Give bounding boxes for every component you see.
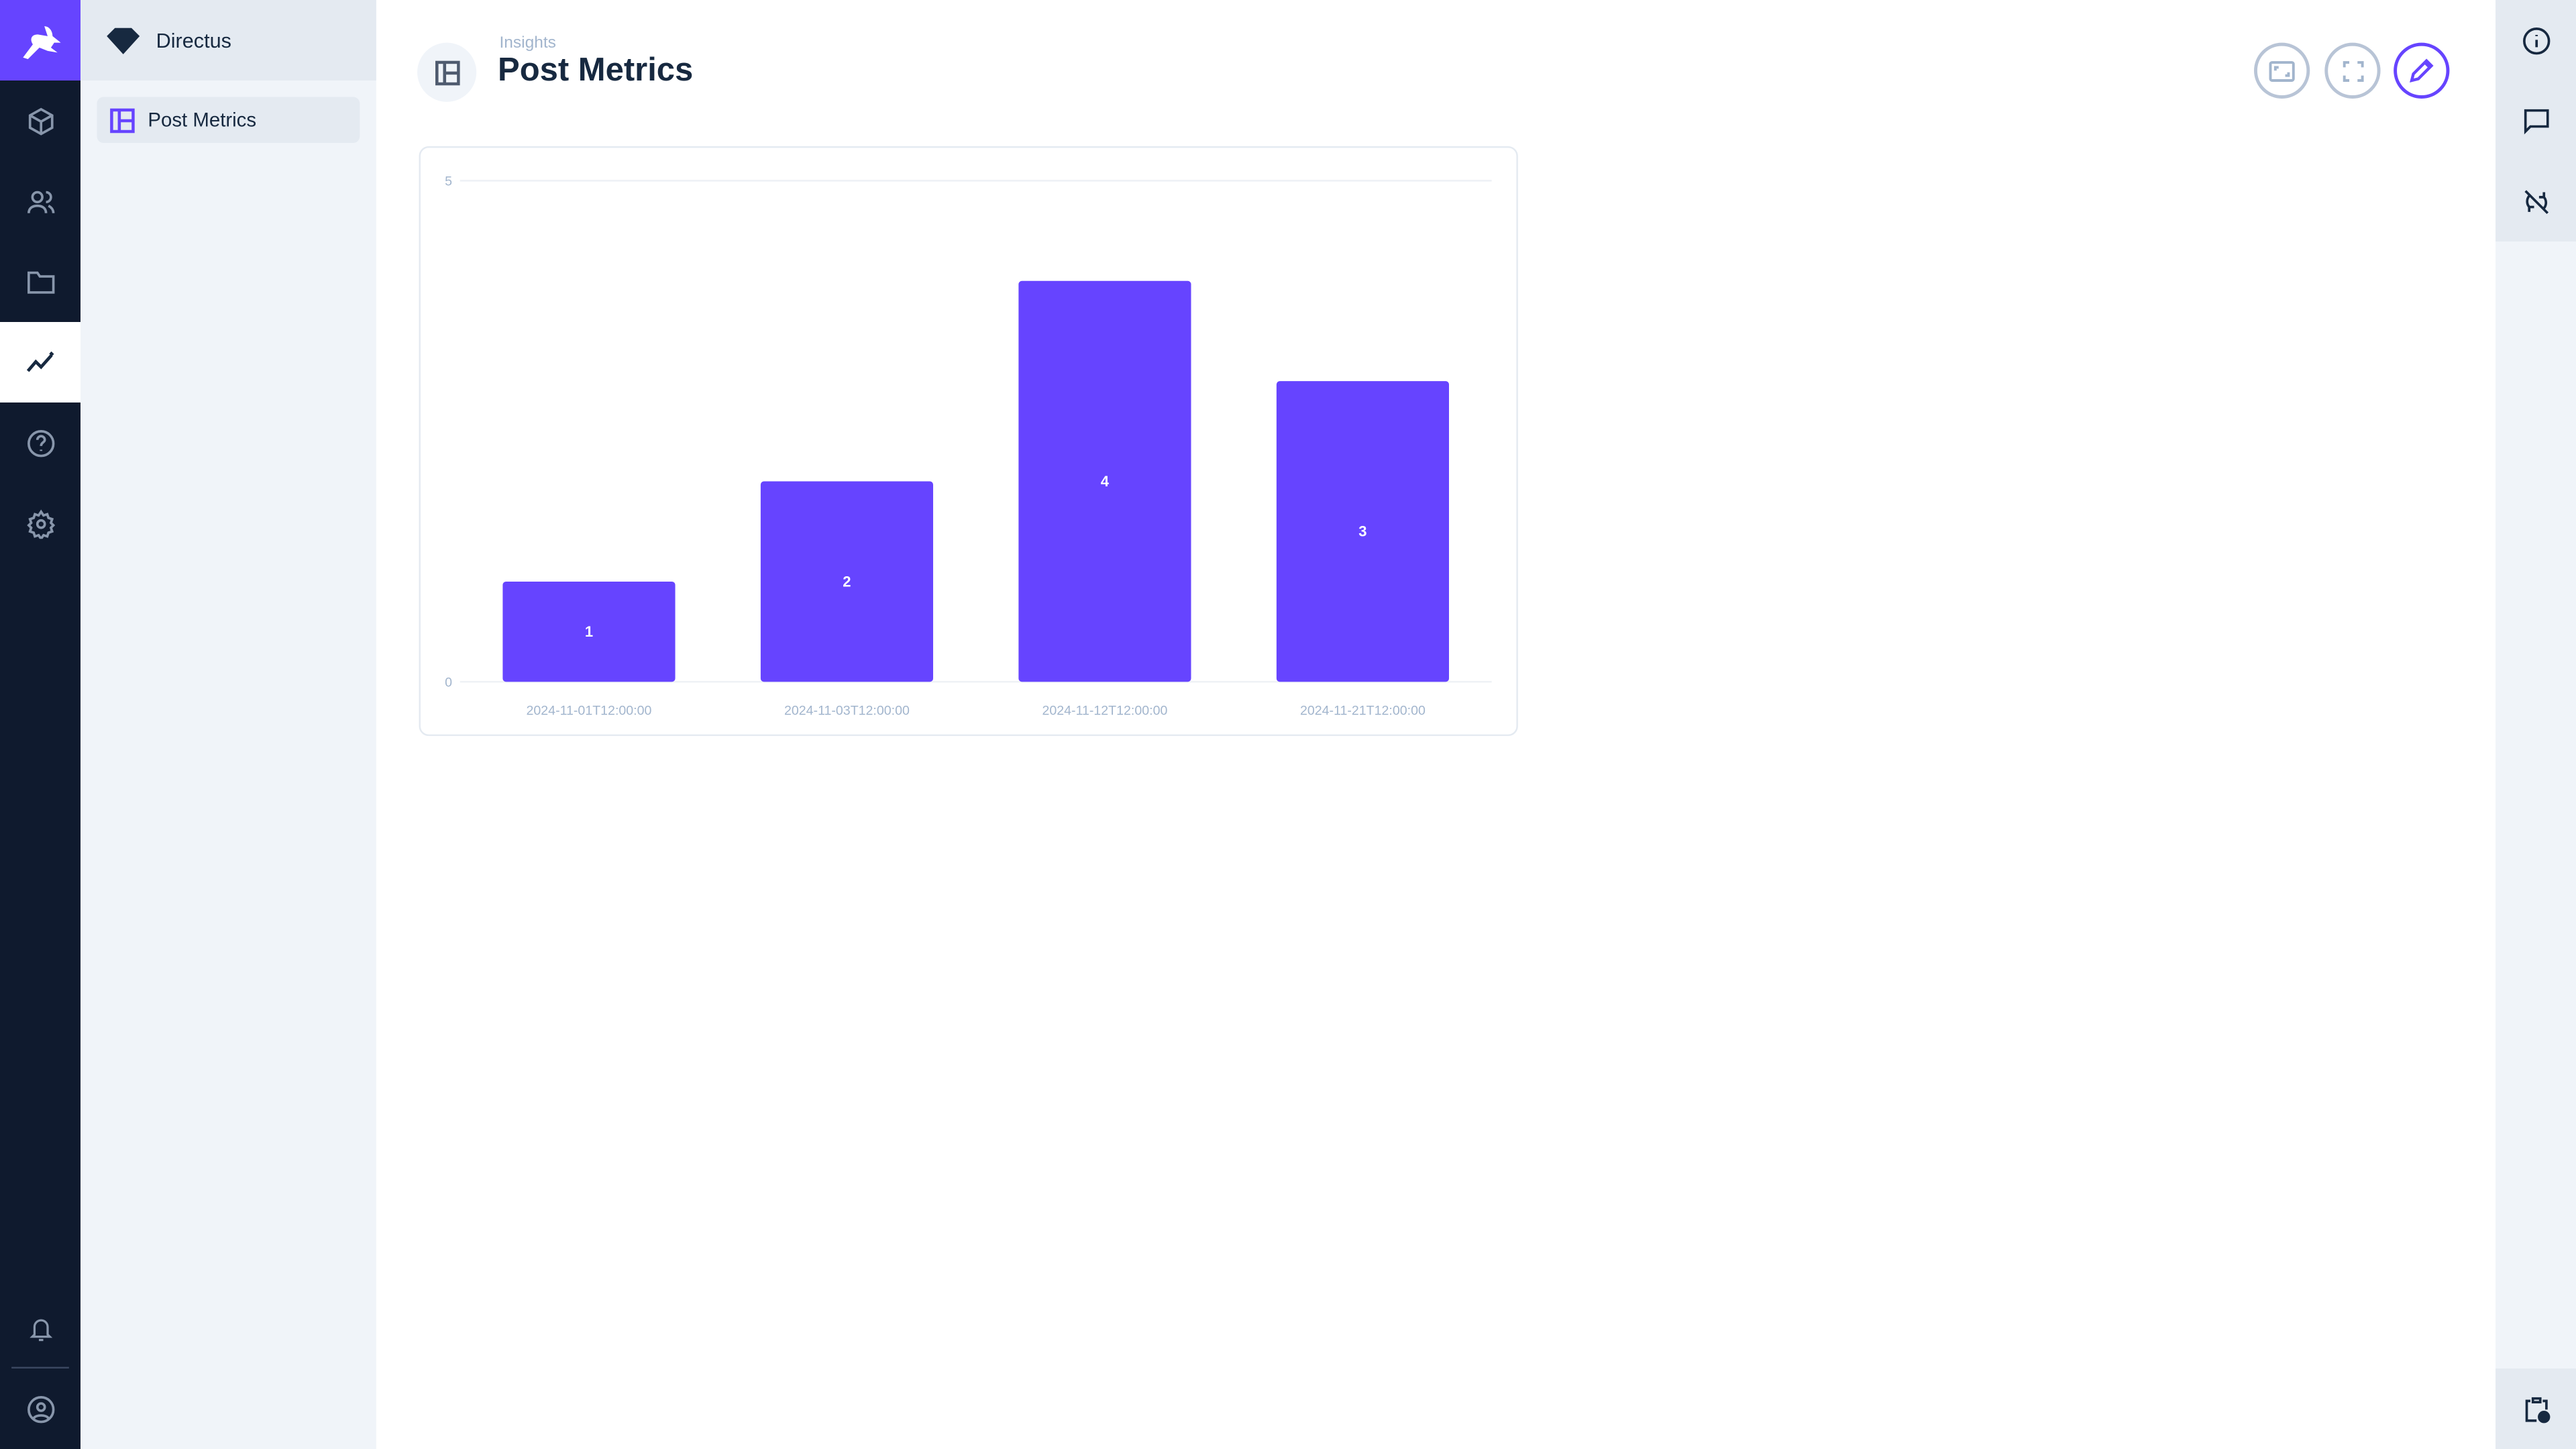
comments-button[interactable] xyxy=(2496,80,2576,161)
users-icon xyxy=(26,190,54,213)
pencil-icon xyxy=(2410,58,2434,83)
header-icon xyxy=(417,42,477,102)
bar-data-label: 2 xyxy=(843,573,851,590)
navigation-panel: Directus Post Metrics xyxy=(80,0,376,1449)
info-icon xyxy=(2522,26,2550,54)
module-bar xyxy=(0,0,81,1449)
activity-button[interactable] xyxy=(2496,1368,2576,1449)
help-icon xyxy=(26,429,54,457)
x-tick-label: 2024-11-01T12:00:00 xyxy=(527,703,652,718)
auto-refresh-button[interactable] xyxy=(2496,161,2576,241)
sidebar-actions xyxy=(2496,0,2576,242)
directus-logo[interactable] xyxy=(0,0,81,81)
y-tick-label: 0 xyxy=(445,676,452,690)
x-tick-label: 2024-11-03T12:00:00 xyxy=(784,703,910,718)
nav-settings[interactable] xyxy=(0,483,80,564)
divider xyxy=(11,1366,69,1369)
info-button[interactable] xyxy=(2496,0,2576,80)
fullscreen-button[interactable] xyxy=(2324,42,2381,99)
cube-icon xyxy=(28,107,53,135)
chart-panel[interactable]: 0 5 1 2024-11-01T12:00:00 2 2024-11-03T12:00:… xyxy=(419,146,1518,737)
comment-icon xyxy=(2523,108,2548,134)
nav-content[interactable] xyxy=(0,80,80,161)
sync-disabled-icon xyxy=(2524,189,2548,213)
clipboard-clock-icon xyxy=(2524,1396,2550,1423)
bar xyxy=(502,581,676,682)
bar-data-label: 1 xyxy=(585,623,593,640)
nav-help[interactable] xyxy=(0,402,80,483)
project-header[interactable]: Directus xyxy=(80,0,376,81)
bell-icon xyxy=(28,1318,52,1340)
folder-icon xyxy=(26,270,54,293)
bar-data-label: 4 xyxy=(1101,473,1110,490)
bar-data-label: 3 xyxy=(1358,523,1366,540)
dashboard-item-label: Post Metrics xyxy=(148,108,257,131)
account-circle-icon xyxy=(26,1395,54,1423)
fullscreen-icon xyxy=(2342,60,2363,81)
nav-insights[interactable] xyxy=(0,322,81,403)
y-tick-label: 5 xyxy=(445,174,452,189)
bar xyxy=(760,481,934,682)
gear-icon xyxy=(26,508,54,539)
notifications-button[interactable] xyxy=(0,1288,80,1368)
rabbit-logo-icon xyxy=(22,25,60,58)
breadcrumb[interactable]: Insights xyxy=(499,34,556,53)
project-logo-icon xyxy=(107,27,140,54)
bar xyxy=(1276,381,1450,682)
nav-users[interactable] xyxy=(0,161,80,241)
fit-screen-button[interactable] xyxy=(2254,42,2310,99)
fit-screen-icon xyxy=(2269,60,2295,81)
x-tick-label: 2024-11-12T12:00:00 xyxy=(1042,703,1168,718)
user-menu[interactable] xyxy=(0,1368,80,1449)
dashboard-icon xyxy=(434,60,460,85)
dashboard-item-post-metrics[interactable]: Post Metrics xyxy=(97,97,360,144)
sidebar-right xyxy=(2496,0,2576,1449)
bar-chart: 0 5 1 2024-11-01T12:00:00 2 2024-11-03T12:00:… xyxy=(445,174,1492,718)
edit-button[interactable] xyxy=(2394,42,2450,99)
dashboard-icon xyxy=(110,107,135,133)
page-title: Post Metrics xyxy=(498,52,694,89)
nav-files[interactable] xyxy=(0,241,80,322)
bar xyxy=(1018,280,1191,682)
x-tick-label: 2024-11-21T12:00:00 xyxy=(1300,703,1426,718)
insights-icon xyxy=(25,350,54,372)
project-name: Directus xyxy=(156,28,231,52)
